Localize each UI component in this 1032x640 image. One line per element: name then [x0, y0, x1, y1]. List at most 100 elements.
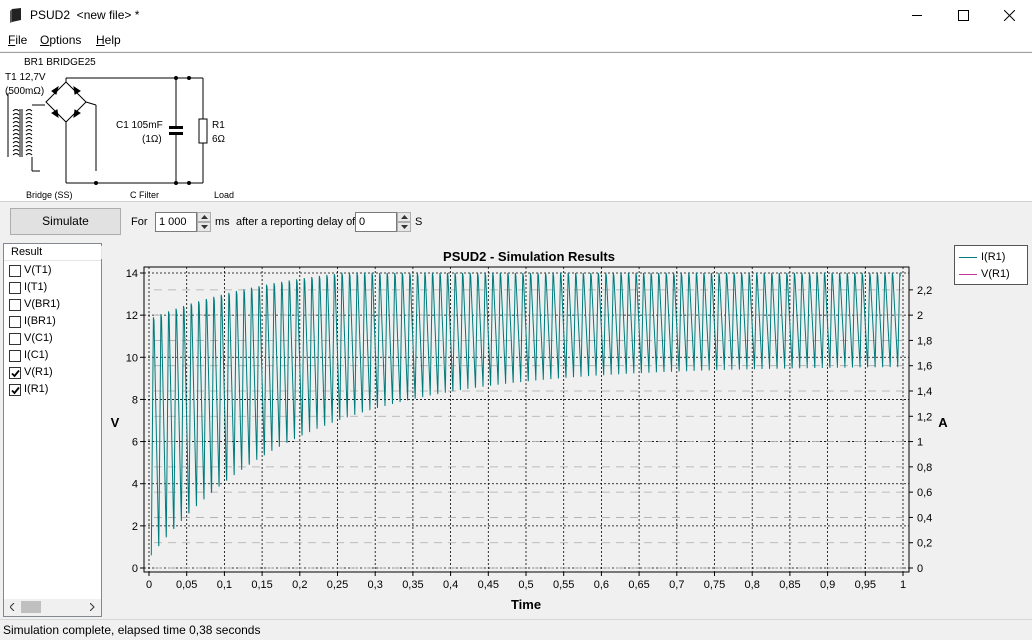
spin-up-icon[interactable] [397, 212, 411, 222]
result-item[interactable]: I(T1) [4, 279, 101, 296]
minimize-button[interactable] [895, 0, 941, 31]
capacitor-label: C1 105mF [116, 120, 163, 131]
series-line-i-r1 [150, 272, 901, 556]
resistor-symbol [198, 118, 208, 144]
resistor-value: 6Ω [212, 134, 226, 145]
x-tick-label: 0,55 [553, 579, 574, 591]
result-item[interactable]: I(BR1) [4, 313, 101, 330]
result-header[interactable]: Result [4, 244, 102, 261]
result-item[interactable]: V(R1) [4, 364, 101, 381]
result-checkbox[interactable] [9, 316, 21, 328]
simulation-chart[interactable]: PSUD2 - Simulation Results 0 0,05 0,1 0,15 0… [104, 243, 1032, 617]
s-label: S [415, 216, 423, 228]
result-checkbox[interactable] [9, 384, 21, 396]
ms-label: ms [215, 216, 230, 228]
result-checkbox[interactable] [9, 299, 21, 311]
y2-tick-label: 0,2 [917, 538, 932, 550]
x-tick-label: 0,15 [251, 579, 272, 591]
for-label: For [131, 216, 148, 228]
maximize-button[interactable] [941, 0, 987, 31]
bridge-rectifier-symbol [32, 77, 97, 184]
y2-tick-label: 0,8 [917, 462, 932, 474]
menu-options[interactable]: Options [40, 33, 82, 47]
result-label: I(R1) [24, 383, 49, 395]
legend-swatch [959, 257, 977, 258]
legend-swatch [959, 274, 977, 275]
duration-input[interactable]: 1 000 [155, 212, 197, 232]
scroll-thumb[interactable] [21, 601, 41, 613]
bridge-label: BR1 BRIDGE25 [24, 57, 96, 68]
result-item[interactable]: V(C1) [4, 330, 101, 347]
checkmark-icon [11, 369, 20, 378]
y2-tick-label: 1 [917, 437, 923, 449]
result-label: V(C1) [24, 332, 53, 344]
spin-up-icon[interactable] [197, 212, 211, 222]
result-label: I(T1) [24, 281, 48, 293]
close-button[interactable] [987, 0, 1032, 31]
y2-tick-label: 2 [917, 310, 923, 322]
y2-tick-label: 0,6 [917, 487, 932, 499]
result-item[interactable]: I(C1) [4, 347, 101, 364]
result-label: V(T1) [24, 264, 52, 276]
simulation-controls: Simulate For 1 000 ms after a reporting … [0, 201, 1032, 241]
horizontal-scrollbar[interactable] [4, 599, 101, 616]
window-title: PSUD2 <new file> * [30, 8, 140, 22]
y2-tick-label: 1,6 [917, 361, 932, 373]
y2-tick-label: 0 [917, 563, 923, 575]
y-tick-label: 8 [132, 394, 138, 406]
spin-down-icon[interactable] [397, 222, 411, 232]
x-tick-label: 0,8 [745, 579, 760, 591]
delay-label: after a reporting delay of [236, 216, 356, 228]
y-tick-label: 6 [132, 437, 138, 449]
scroll-left-icon[interactable] [10, 603, 15, 611]
result-checkbox[interactable] [9, 265, 21, 277]
result-label: I(C1) [24, 349, 49, 361]
y2-tick-label: 1,2 [917, 411, 932, 423]
x-tick-label: 0,9 [820, 579, 835, 591]
title-bar[interactable]: PSUD2 <new file> * [0, 0, 1032, 31]
x-tick-label: 0,3 [368, 579, 383, 591]
close-icon [1004, 10, 1015, 21]
x-tick-label: 0,6 [594, 579, 609, 591]
section-bridge-label: Bridge (SS) [26, 190, 73, 200]
menu-help[interactable]: Help [96, 33, 121, 47]
y2-tick-label: 0,4 [917, 512, 932, 524]
x-tick-label: 0,45 [478, 579, 499, 591]
circuit-schematic[interactable]: BR1 BRIDGE25 T1 12,7V (500mΩ) C1 105mF (… [0, 52, 1032, 201]
x-tick-label: 0,7 [669, 579, 684, 591]
chart-legend: I(R1) V(R1) [954, 245, 1028, 285]
y2-axis-label: A [938, 415, 948, 430]
result-item[interactable]: V(T1) [4, 262, 101, 279]
resistor-label: R1 [212, 120, 225, 131]
simulate-button[interactable]: Simulate [10, 208, 121, 235]
maximize-icon [958, 10, 969, 21]
x-tick-label: 0,5 [518, 579, 533, 591]
transformer-symbol [7, 93, 45, 171]
legend-label: I(R1) [981, 251, 1006, 263]
spin-down-icon[interactable] [197, 222, 211, 232]
result-list[interactable]: Result V(T1) I(T1) V(BR1) I(BR1) V(C1) I(C1) V… [3, 243, 102, 617]
delay-input[interactable]: 0 [355, 212, 397, 232]
scroll-right-icon[interactable] [90, 603, 95, 611]
result-item[interactable]: V(BR1) [4, 296, 101, 313]
checkmark-icon [11, 386, 20, 395]
x-tick-label: 0,4 [443, 579, 458, 591]
result-checkbox[interactable] [9, 367, 21, 379]
y2-tick-label: 1,4 [917, 386, 932, 398]
result-checkbox[interactable] [9, 350, 21, 362]
x-tick-label: 0,25 [327, 579, 348, 591]
result-checkbox[interactable] [9, 333, 21, 345]
legend-label: V(R1) [981, 268, 1010, 280]
delay-spinner[interactable] [397, 212, 411, 232]
x-tick-label: 0,2 [292, 579, 307, 591]
capacitor-symbol [169, 126, 183, 135]
result-item[interactable]: I(R1) [4, 381, 101, 398]
duration-spinner[interactable] [197, 212, 211, 232]
result-label: V(BR1) [24, 298, 61, 310]
y-tick-label: 4 [132, 479, 138, 491]
chart-panel: PSUD2 - Simulation Results 0 0,05 0,1 0,15 0… [104, 243, 1032, 617]
result-checkbox[interactable] [9, 282, 21, 294]
y-tick-label: 12 [126, 310, 138, 322]
x-tick-label: 0,75 [704, 579, 725, 591]
menu-file[interactable]: File [8, 33, 28, 47]
